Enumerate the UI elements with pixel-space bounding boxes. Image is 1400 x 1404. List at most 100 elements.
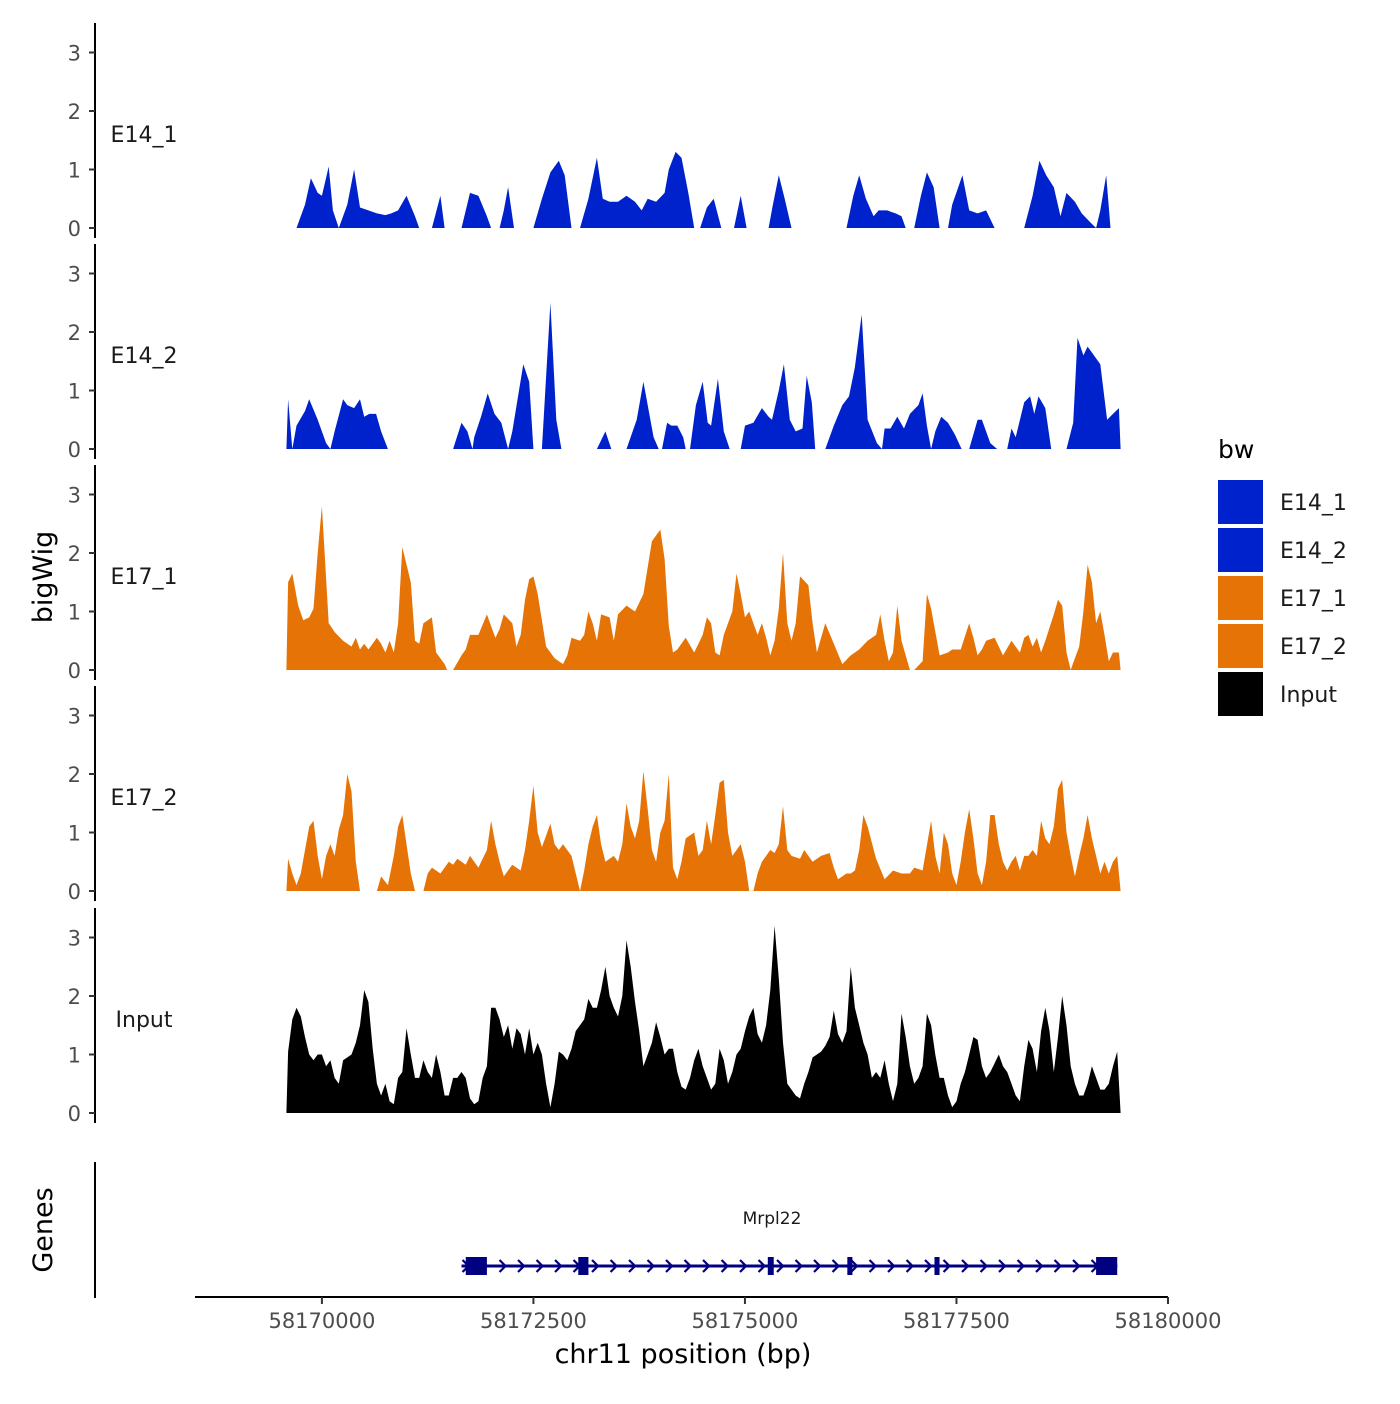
gene-exon [1096,1257,1118,1275]
y-tick-label: 0 [68,217,81,241]
signal-area [286,925,1121,1113]
gene-exon [465,1257,487,1275]
strand-chevron [1072,1259,1081,1273]
strand-chevron [998,1259,1007,1273]
track-label: E17_1 [111,565,178,590]
track-label: E14_1 [111,123,178,148]
strand-chevron [887,1259,896,1273]
x-axis-label: chr11 position (bp) [555,1339,812,1370]
x-tick-label: 58180000 [1115,1309,1222,1333]
strand-chevron [924,1259,933,1273]
y-tick-label: 1 [68,380,81,404]
gene-exon [934,1257,940,1275]
strand-chevron [757,1259,767,1273]
gene-exon [578,1257,589,1275]
strand-chevron [702,1259,711,1273]
legend: bw E14_1 E14_2 E17_1 E17_2 Input [1218,435,1347,716]
track-panels: 0 1 2 3 E14_1 0 1 2 3 E14_2 0 1 2 3 E17_1 0 1 2 3 E17_2 0 1 2 3… [68,22,1121,1126]
y-tick-label: 3 [68,42,81,66]
legend-item-e14_1: E14_1 [1218,480,1347,524]
track-panel-e14_2: 0 1 2 3 E14_2 [68,243,1121,462]
strand-chevron [720,1259,730,1273]
track-label: Input [116,1008,173,1033]
signal-area [286,771,1121,891]
track-panel-e17_2: 0 1 2 3 E17_2 [68,685,1121,904]
y-tick-label: 0 [68,1102,81,1126]
legend-swatch [1218,624,1263,668]
strand-chevron [979,1259,989,1273]
strand-chevron [813,1259,822,1273]
legend-swatch [1218,480,1263,524]
strand-chevron [498,1259,508,1273]
track-panel-input: 0 1 2 3 Input [68,907,1121,1126]
x-tick-label: 58177500 [903,1309,1010,1333]
y-tick-label: 1 [68,822,81,846]
signal-area [286,506,1121,670]
strand-chevron [1053,1259,1063,1273]
strand-chevron [961,1259,970,1273]
legend-swatch [1218,528,1263,572]
strand-chevron [739,1259,748,1273]
y-tick-label: 2 [68,763,81,787]
y-tick-label: 3 [68,705,81,729]
x-tick-label: 58172500 [480,1309,587,1333]
gene-track: Mrpl22 [94,1162,1118,1298]
genes-track-label: Genes [28,1187,59,1272]
strand-chevron [1016,1259,1026,1273]
y-tick-label: 1 [68,1044,81,1068]
strand-chevron [609,1259,619,1273]
legend-title: bw [1218,435,1254,464]
y-tick-label: 3 [68,927,81,951]
y-tick-label: 2 [68,985,81,1009]
y-tick-label: 2 [68,100,81,124]
y-tick-label: 2 [68,321,81,345]
strand-chevron [628,1259,637,1273]
y-tick-label: 3 [68,484,81,508]
strand-chevron [905,1259,915,1273]
strand-chevron [554,1259,563,1273]
strand-chevron [831,1259,841,1273]
strand-chevron [794,1259,804,1273]
legend-label: E17_1 [1280,587,1347,612]
legend-label: E17_2 [1280,635,1347,660]
y-tick-label: 2 [68,542,81,566]
y-tick-label: 0 [68,880,81,904]
x-tick-label: 58175000 [692,1309,799,1333]
strand-chevron [683,1259,693,1273]
y-tick-label: 1 [68,601,81,625]
strand-chevron [646,1259,656,1273]
gene-exon [767,1257,774,1275]
signal-area [286,302,1121,449]
x-axis: 58170000 58172500 58175000 58177500 58180000 [195,1296,1222,1333]
signal-area [296,151,1111,228]
legend-item-input: Input [1218,672,1337,716]
track-label: E14_2 [111,344,178,369]
strand-chevron [591,1259,600,1273]
legend-swatch [1218,576,1263,620]
gene-exon [847,1257,853,1275]
track-panel-e14_1: 0 1 2 3 E14_1 [68,22,1111,241]
legend-swatch [1218,672,1263,716]
gene-name: Mrpl22 [743,1209,802,1229]
strand-chevron [776,1259,785,1273]
y-tick-label: 3 [68,263,81,287]
strand-chevron [665,1259,674,1273]
legend-item-e17_2: E17_2 [1218,624,1347,668]
legend-item-e17_1: E17_1 [1218,576,1347,620]
strand-chevron [850,1259,859,1273]
strand-chevron [868,1259,878,1273]
y-axis-label: bigWig [28,531,59,624]
track-panel-e17_1: 0 1 2 3 E17_1 [68,464,1121,683]
y-tick-label: 1 [68,159,81,183]
strand-chevron [942,1259,952,1273]
track-label: E17_2 [111,786,178,811]
legend-item-e14_2: E14_2 [1218,528,1347,572]
y-tick-label: 0 [68,438,81,462]
strand-chevron [517,1259,526,1273]
legend-label: E14_2 [1280,539,1347,564]
x-tick-label: 58170000 [268,1309,375,1333]
legend-label: E14_1 [1280,491,1347,516]
legend-label: Input [1280,683,1337,708]
